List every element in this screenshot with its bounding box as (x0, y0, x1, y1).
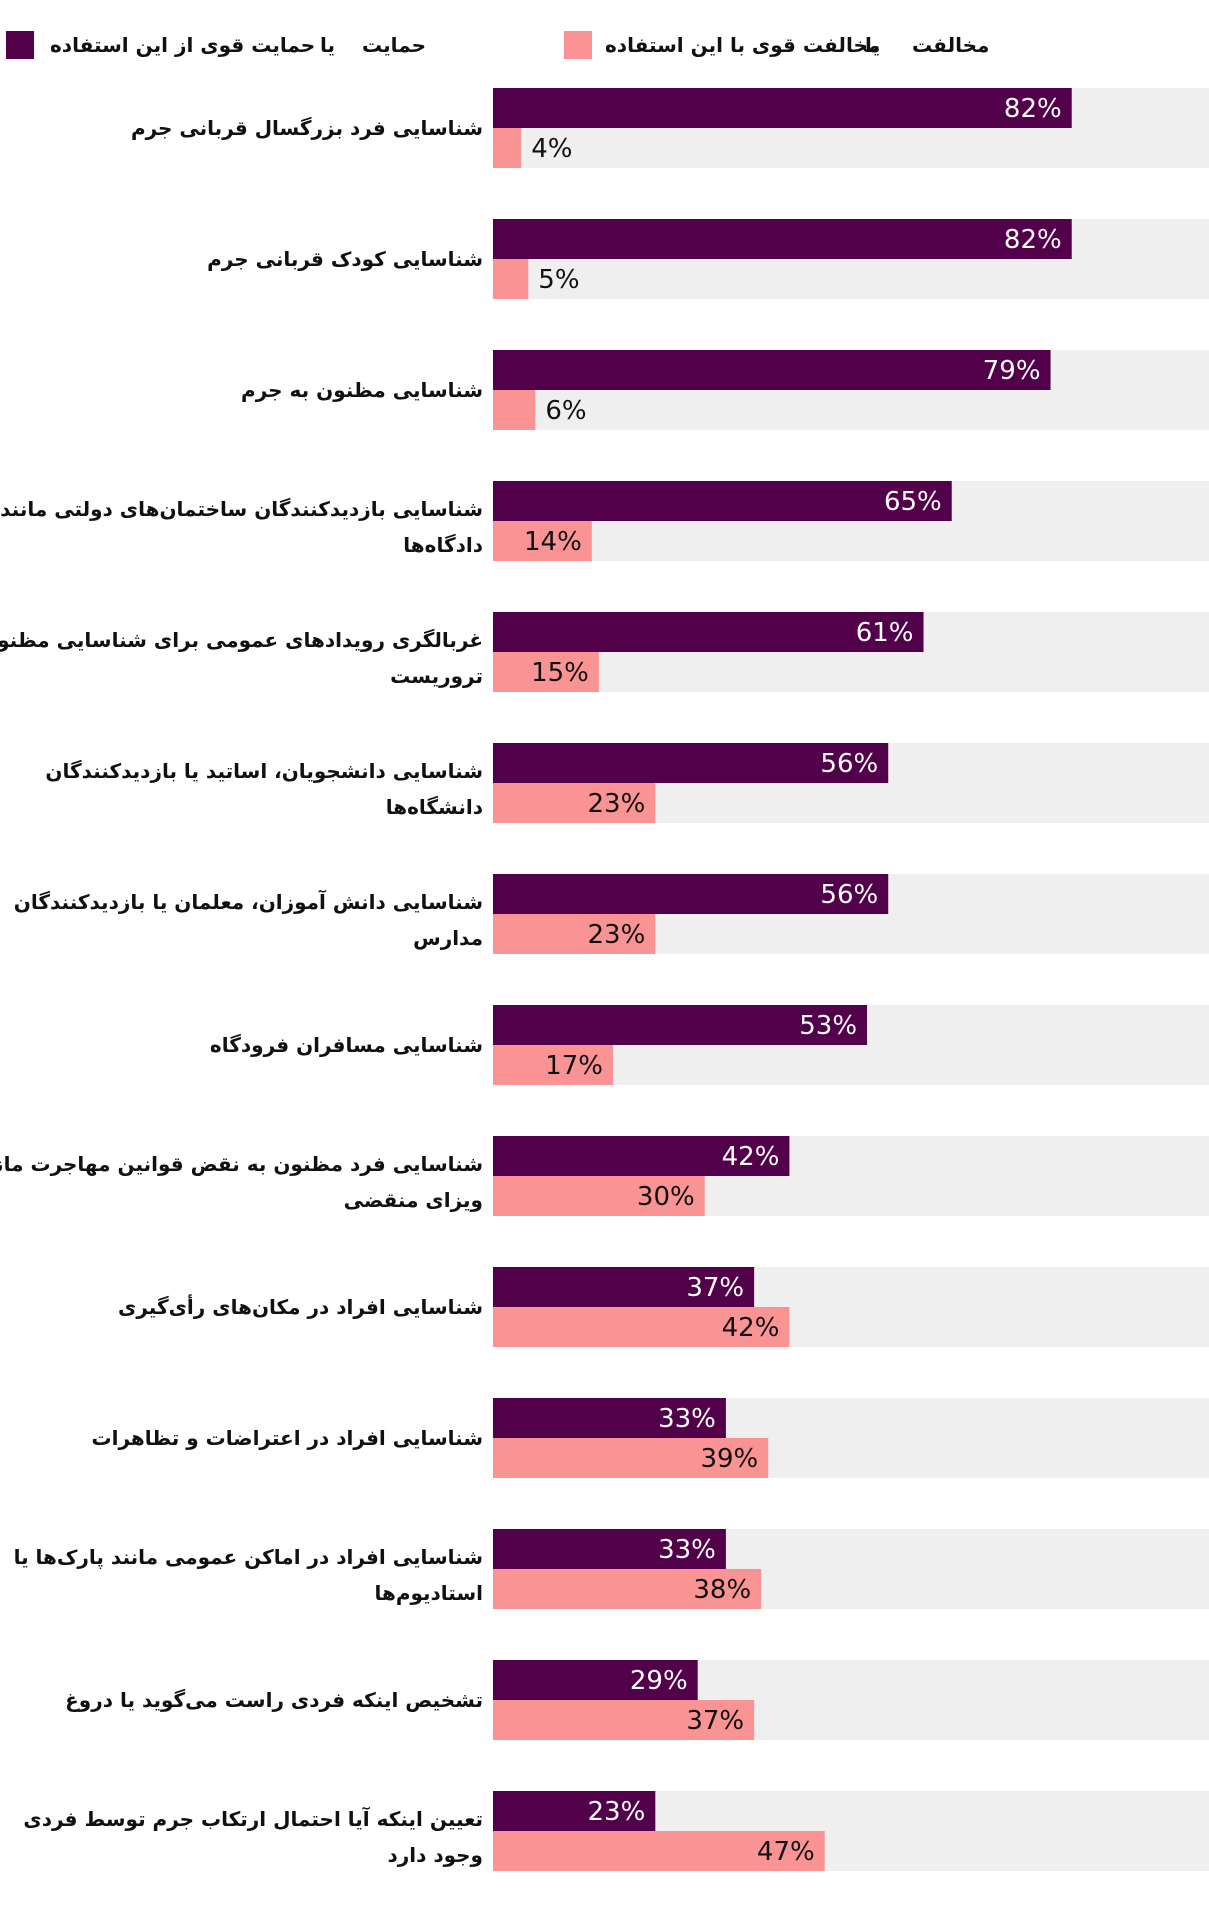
legend-support-swatch (6, 31, 34, 59)
bar-oppose (493, 914, 656, 954)
category-label: تشخیص اینکه فردی راست می‌گوید یا دروغ (65, 1688, 483, 1712)
value-label-support: 37% (686, 1273, 744, 1303)
value-label-oppose: 17% (545, 1051, 603, 1081)
bar-support (493, 1791, 656, 1831)
value-label-support: 33% (658, 1535, 716, 1565)
value-label-support: 79% (983, 356, 1041, 386)
bar-oppose (493, 1307, 790, 1347)
value-label-oppose: 30% (637, 1182, 695, 1212)
category-label: شناسایی کودک قربانی جرم (207, 247, 483, 271)
category-label: شناسایی دانشجویان، اساتید یا بازدیدکنندگ… (45, 759, 483, 783)
value-label-support: 33% (658, 1404, 716, 1434)
legend-support: حمایت قوی از این استفاده یا حمایت (0, 30, 560, 60)
value-label-support: 82% (1004, 225, 1062, 255)
category-label: مدارس (413, 926, 483, 950)
value-label-oppose: 23% (588, 789, 646, 819)
value-label-support: 56% (820, 880, 878, 910)
category-label: شناسایی فرد بزرگسال قربانی جرم (131, 116, 483, 140)
bar-support (493, 612, 924, 652)
bar-oppose (493, 1831, 825, 1871)
bar-oppose (493, 1045, 613, 1085)
value-label-support: 56% (820, 749, 878, 779)
category-label: وجود دارد (387, 1843, 483, 1867)
bar-support (493, 1005, 868, 1045)
category-label: غربالگری رویدادهای عمومی برای شناسایی مظ… (0, 628, 483, 652)
bar-support (493, 1267, 755, 1307)
category-label: دانشگاه‌ها (386, 795, 483, 819)
bar-support (493, 743, 889, 783)
category-label: شناسایی دانش آموزان، معلمان یا بازدیدکنن… (14, 889, 483, 914)
bar-support (493, 481, 952, 521)
bar-support (493, 1398, 726, 1438)
value-label-oppose: 37% (686, 1706, 744, 1736)
value-label-oppose: 4% (531, 134, 572, 164)
bar-oppose (493, 783, 656, 823)
bar-oppose (493, 521, 592, 561)
category-label: شناسایی افراد در مکان‌های رأی‌گیری (118, 1293, 483, 1319)
legend-strong-oppose-text: مخالفت قوی با این استفاده (605, 33, 881, 57)
bar-oppose (493, 1438, 769, 1478)
value-label-oppose: 5% (538, 265, 579, 295)
value-label-oppose: 39% (700, 1444, 758, 1474)
bar-support (493, 1136, 790, 1176)
category-label: شناسایی بازدیدکنندگان ساختمان‌های دولتی … (0, 497, 483, 521)
bar-oppose (493, 1176, 705, 1216)
value-label-oppose: 14% (524, 527, 582, 557)
value-label-oppose: 6% (545, 396, 586, 426)
category-label: شناسایی فرد مظنون به نقض قوانین مهاجرت م… (0, 1152, 483, 1176)
bar-support (493, 1529, 726, 1569)
category-label: تروریست (390, 664, 483, 688)
legend-oppose-swatch (564, 31, 592, 59)
category-label: دادگاه‌ها (403, 533, 483, 557)
bar-oppose (493, 390, 536, 430)
bar-support (493, 874, 889, 914)
bar-support (493, 1660, 698, 1700)
legend-strong-support-text: حمایت قوی از این استفاده (50, 33, 316, 57)
value-label-support: 42% (722, 1142, 780, 1172)
legend-support-text: حمایت (362, 33, 427, 57)
legend-oppose: مخالفت قوی با این استفاده یا مخالفت (560, 30, 1060, 60)
value-label-support: 61% (856, 618, 914, 648)
value-label-oppose: 47% (757, 1837, 815, 1867)
value-label-support: 53% (799, 1011, 857, 1041)
value-label-oppose: 38% (693, 1575, 751, 1605)
legend: حمایت قوی از این استفاده یا حمایت مخالفت… (0, 0, 1209, 80)
bar-oppose (493, 1569, 762, 1609)
category-label: شناسایی افراد در اماکن عمومی مانند پارک‌… (14, 1545, 483, 1570)
bar-support (493, 350, 1051, 390)
legend-oppose-text: مخالفت (912, 33, 990, 57)
bar-oppose (493, 1700, 755, 1740)
value-label-support: 23% (588, 1797, 646, 1827)
value-label-support: 65% (884, 487, 942, 517)
value-label-support: 29% (630, 1666, 688, 1696)
bar-oppose (493, 652, 599, 692)
category-label: تعیین اینکه آیا احتمال ارتکاب جرم توسط ف… (23, 1806, 483, 1831)
bar-support (493, 219, 1072, 259)
value-label-support: 82% (1004, 94, 1062, 124)
category-label: استادیوم‌ها (374, 1581, 483, 1605)
category-label: شناسایی افراد در اعتراضات و تظاهرات (92, 1426, 483, 1450)
legend-support-or: یا (320, 33, 336, 57)
category-label: شناسایی مظنون به جرم (241, 378, 483, 402)
category-label: شناسایی مسافران فرودگاه (210, 1033, 483, 1057)
value-label-oppose: 15% (531, 658, 589, 688)
value-label-oppose: 42% (722, 1313, 780, 1343)
value-label-oppose: 23% (588, 920, 646, 950)
legend-oppose-or: یا (865, 33, 881, 57)
category-label: ویزای منقضی (344, 1188, 483, 1212)
bar-oppose (493, 128, 522, 168)
bar-support (493, 88, 1072, 128)
bar-oppose (493, 259, 529, 299)
